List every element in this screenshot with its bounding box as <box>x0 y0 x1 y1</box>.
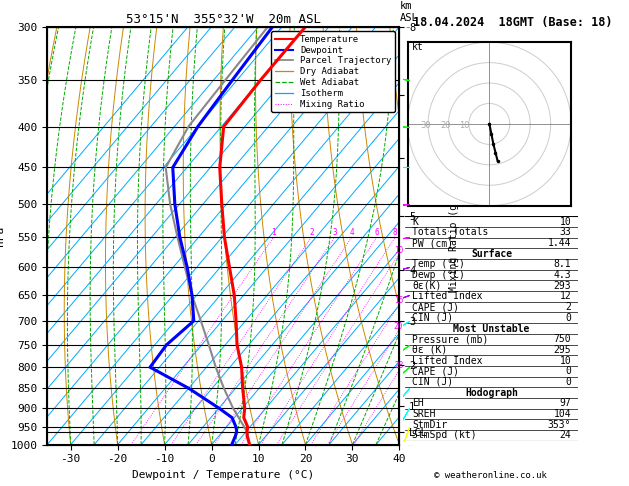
Text: 0: 0 <box>565 366 571 376</box>
Text: Mixing Ratio (g/kg): Mixing Ratio (g/kg) <box>448 180 459 292</box>
Text: 10: 10 <box>394 246 403 255</box>
Text: 295: 295 <box>554 345 571 355</box>
Text: 1.44: 1.44 <box>548 238 571 248</box>
Legend: Temperature, Dewpoint, Parcel Trajectory, Dry Adiabat, Wet Adiabat, Isotherm, Mi: Temperature, Dewpoint, Parcel Trajectory… <box>271 31 395 112</box>
Text: StmDir: StmDir <box>412 420 447 430</box>
Text: CAPE (J): CAPE (J) <box>412 366 459 376</box>
Text: 0: 0 <box>565 377 571 387</box>
Text: Lifted Index: Lifted Index <box>412 292 482 301</box>
Text: StmSpd (kt): StmSpd (kt) <box>412 431 477 440</box>
Text: 10: 10 <box>459 121 470 130</box>
Text: 18.04.2024  18GMT (Base: 18): 18.04.2024 18GMT (Base: 18) <box>413 16 613 29</box>
Text: 20: 20 <box>440 121 450 130</box>
Text: 30: 30 <box>420 121 431 130</box>
Text: km
ASL: km ASL <box>399 1 418 22</box>
Text: Totals Totals: Totals Totals <box>412 227 488 237</box>
Text: Surface: Surface <box>471 249 512 259</box>
Text: 8: 8 <box>393 228 398 237</box>
Text: 12: 12 <box>559 292 571 301</box>
Text: 104: 104 <box>554 409 571 419</box>
Text: 20: 20 <box>394 322 403 331</box>
Text: Most Unstable: Most Unstable <box>454 324 530 333</box>
Text: CAPE (J): CAPE (J) <box>412 302 459 312</box>
Text: 2: 2 <box>309 228 314 237</box>
Text: SREH: SREH <box>412 409 435 419</box>
Y-axis label: hPa: hPa <box>0 226 5 246</box>
Text: 10: 10 <box>559 356 571 365</box>
Text: θε (K): θε (K) <box>412 345 447 355</box>
Text: 33: 33 <box>559 227 571 237</box>
Text: 10: 10 <box>559 217 571 226</box>
Text: 293: 293 <box>554 281 571 291</box>
Text: 97: 97 <box>559 399 571 408</box>
Text: 16: 16 <box>394 296 403 306</box>
Text: kt: kt <box>412 42 423 52</box>
Text: 24: 24 <box>559 431 571 440</box>
Text: 1: 1 <box>271 228 276 237</box>
Text: 28: 28 <box>394 361 404 370</box>
Text: 6: 6 <box>374 228 379 237</box>
Text: PW (cm): PW (cm) <box>412 238 453 248</box>
Text: θε(K): θε(K) <box>412 281 442 291</box>
Text: 8.1: 8.1 <box>554 260 571 269</box>
Text: 353°: 353° <box>548 420 571 430</box>
Text: 2: 2 <box>565 302 571 312</box>
Text: Lifted Index: Lifted Index <box>412 356 482 365</box>
Text: Pressure (mb): Pressure (mb) <box>412 334 488 344</box>
Text: EH: EH <box>412 399 424 408</box>
Text: © weatheronline.co.uk: © weatheronline.co.uk <box>434 471 547 480</box>
X-axis label: Dewpoint / Temperature (°C): Dewpoint / Temperature (°C) <box>132 470 314 480</box>
Text: K: K <box>412 217 418 226</box>
Text: CIN (J): CIN (J) <box>412 313 453 323</box>
Text: 3: 3 <box>332 228 337 237</box>
Title: 53°15'N  355°32'W  20m ASL: 53°15'N 355°32'W 20m ASL <box>126 13 321 26</box>
Text: 750: 750 <box>554 334 571 344</box>
Text: CIN (J): CIN (J) <box>412 377 453 387</box>
Text: 4: 4 <box>350 228 354 237</box>
Text: Hodograph: Hodograph <box>465 388 518 398</box>
Text: Temp (°C): Temp (°C) <box>412 260 465 269</box>
Text: Dewp (°C): Dewp (°C) <box>412 270 465 280</box>
Text: 0: 0 <box>565 313 571 323</box>
Text: 4.3: 4.3 <box>554 270 571 280</box>
